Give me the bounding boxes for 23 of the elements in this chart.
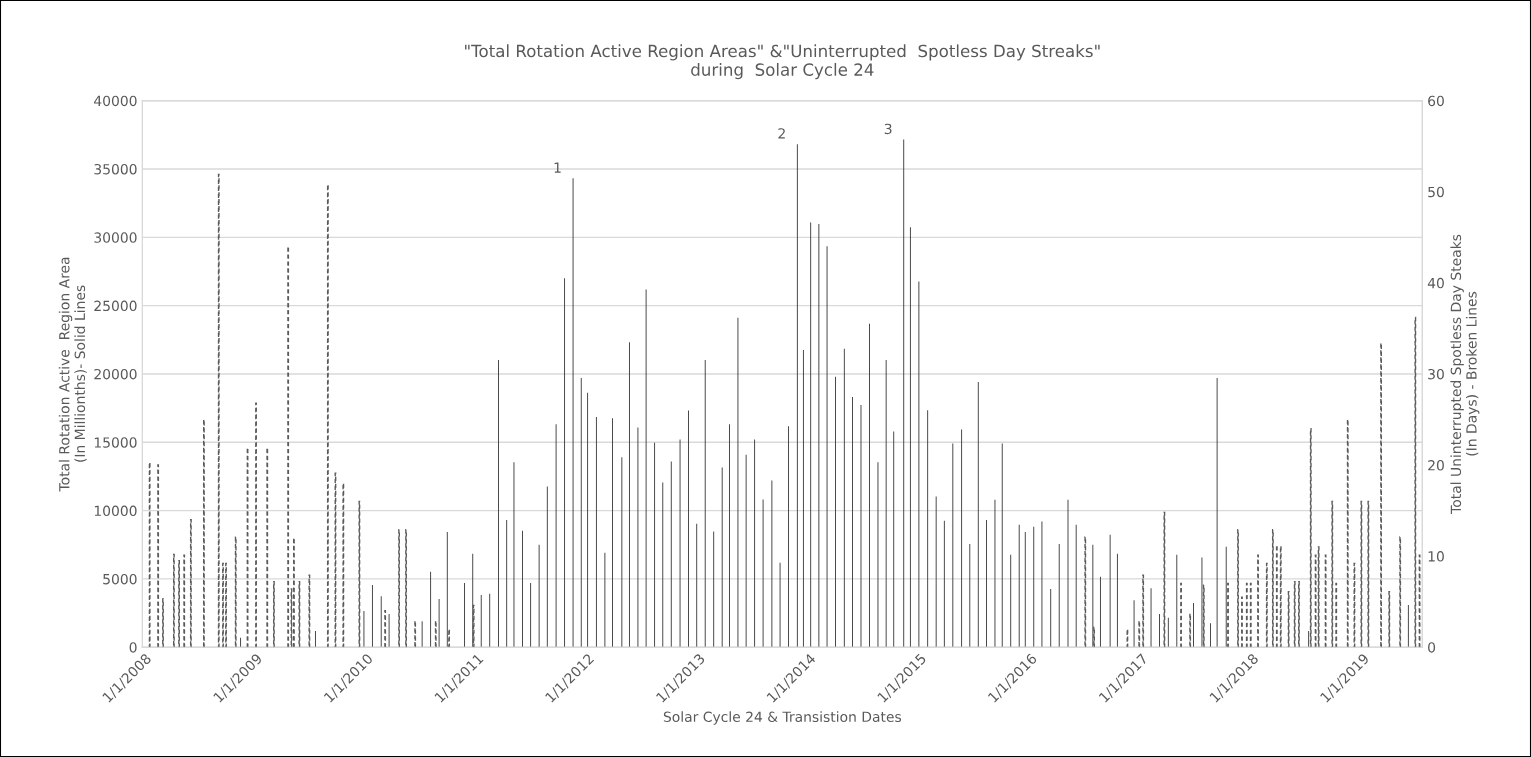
y2-axis-title: Total Uninterrupted Spotless Day Steaks (In Days) - Broken Lines — [1450, 234, 1480, 514]
y-tick-label: 10000 — [94, 505, 137, 517]
y2-tick-label: 50 — [1428, 186, 1444, 198]
annotation: 2 — [778, 128, 785, 139]
annotation: 3 — [884, 123, 892, 135]
y-tick-label: 15000 — [94, 437, 137, 448]
y-tick-label: 20000 — [94, 368, 137, 380]
y-tick-label: 35000 — [94, 163, 137, 175]
y-tick-label: 25000 — [94, 300, 137, 312]
y2-tick-label: 60 — [1428, 95, 1444, 107]
y2-tick-label: 30 — [1428, 368, 1444, 380]
chart-title: "Total Rotation Active Region Areas" &"Uninterrupted Spotless Day Streaks" during Solar Cycle 24 — [465, 44, 1100, 80]
y-tick-label: 40000 — [94, 95, 137, 107]
y-axis-title: Total Rotation Active Region Area (In Millionths)- Solid Lines — [58, 257, 87, 492]
y2-tick-label: 0 — [1428, 642, 1436, 653]
y2-tick-label: 40 — [1427, 277, 1444, 289]
x-axis-title: Solar Cycle 24 & Transistion Dates — [663, 711, 902, 725]
y2-tick-label: 20 — [1428, 460, 1444, 471]
annotation: 1 — [554, 162, 561, 173]
y-tick-label: 5000 — [103, 573, 137, 585]
y-tick-label: 30000 — [94, 232, 137, 243]
y-tick-label: 0 — [129, 642, 137, 653]
y2-tick-label: 10 — [1428, 551, 1444, 562]
